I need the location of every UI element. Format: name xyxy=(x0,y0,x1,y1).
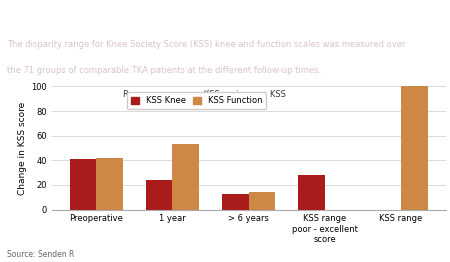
Bar xyxy=(172,144,199,210)
Text: Source: Senden R: Source: Senden R xyxy=(7,250,74,259)
Bar xyxy=(248,192,275,210)
Text: the 71 groups of comparable TKA patients at the different follow-up times.: the 71 groups of comparable TKA patients… xyxy=(7,66,321,74)
Bar xyxy=(298,175,325,210)
Bar xyxy=(70,159,96,210)
Bar xyxy=(222,194,249,210)
Bar xyxy=(146,180,172,210)
Legend: KSS Knee, KSS Function: KSS Knee, KSS Function xyxy=(127,92,266,109)
Text: Range = max. avg KSS - min. avg. KSS: Range = max. avg KSS - min. avg. KSS xyxy=(122,90,285,99)
Text: The disparity range for Knee Society Score (KSS) knee and function scales was me: The disparity range for Knee Society Sco… xyxy=(7,40,405,49)
Bar xyxy=(401,86,427,210)
Bar xyxy=(96,158,123,210)
Text: Disparity range in KSS score between studies: Disparity range in KSS score between stu… xyxy=(7,8,385,23)
Y-axis label: Change in KSS score: Change in KSS score xyxy=(18,101,27,195)
